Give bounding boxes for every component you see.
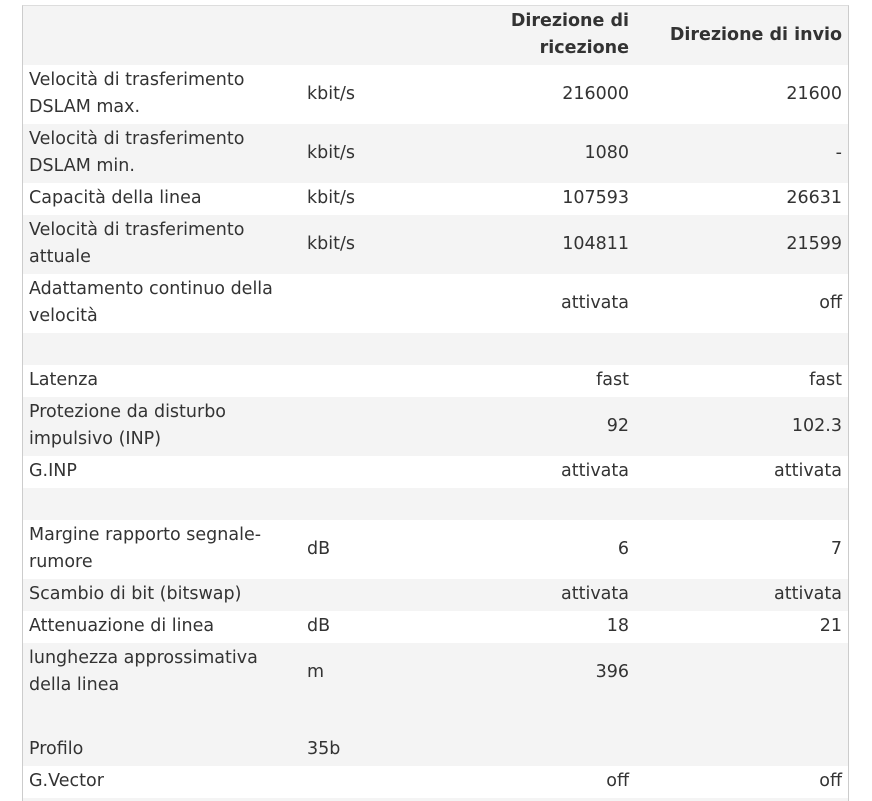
rx-cell: attivata: [437, 579, 635, 611]
tx-cell: 21: [819, 616, 842, 636]
label-cell: Velocità di trasferimento DSLAM min.: [23, 124, 301, 183]
label-cell: Protezione da disturbo impulsivo (INP): [23, 397, 301, 456]
rx-cell: 104811: [437, 215, 635, 274]
empty-cell: [23, 702, 301, 734]
unit-cell: kbit/s: [307, 83, 355, 104]
spacer-row: [23, 488, 848, 520]
line-stats-table: Direzione di ricezione Direzione di invio…: [23, 6, 848, 801]
unit-cell: [301, 274, 437, 333]
label-cell: Latenza: [29, 370, 99, 390]
table-row: Attenuazione di linea dB 18 21: [23, 611, 848, 643]
label-cell: Velocità di trasferimento DSLAM max.: [29, 70, 245, 117]
table-row: Scambio di bit (bitswap) attivata attivata: [23, 579, 848, 611]
rx-cell: 6: [617, 538, 629, 559]
header-cell: Direzione di invio: [635, 6, 848, 65]
tx-cell: [635, 643, 848, 702]
table-row: G.INP attivata attivata: [23, 456, 848, 488]
label-cell: Profilo: [23, 734, 301, 766]
table-body: Velocità di trasferimento DSLAM max. kbit…: [23, 65, 848, 801]
label-cell: Velocità di trasferimento attuale: [23, 215, 301, 274]
tx-cell: [635, 734, 848, 766]
label-cell: Margine rapporto segnale-rumore: [29, 525, 262, 572]
label-cell: Adattamento continuo della velocità: [29, 279, 273, 326]
header-cell: Direzione di ricezione: [437, 6, 635, 65]
unit-cell: dB: [307, 538, 331, 559]
empty-cell: [635, 333, 848, 365]
unit-cell: [301, 365, 437, 397]
label-cell: Capacità della linea: [29, 188, 202, 208]
empty-cell: [301, 488, 437, 520]
unit-cell: [301, 766, 437, 798]
table-row: Velocità di trasferimento DSLAM max. kbit…: [23, 65, 848, 124]
unit-cell: [301, 456, 437, 488]
unit-cell: [301, 397, 437, 456]
label-cell: Scambio di bit (bitswap): [23, 579, 301, 611]
empty-cell: [301, 702, 437, 734]
rx-cell: 1080: [437, 124, 635, 183]
rx-cell: attivata: [561, 461, 629, 481]
table-row: Protezione da disturbo impulsivo (INP) 92…: [23, 397, 848, 456]
table-container: Direzione di ricezione Direzione di invio…: [22, 5, 849, 801]
label-cell: G.INP: [29, 461, 77, 481]
unit-cell: dB: [307, 616, 331, 636]
rx-cell: [437, 734, 635, 766]
empty-cell: [437, 488, 635, 520]
tx-cell: 26631: [786, 188, 842, 208]
empty-cell: [635, 702, 848, 734]
unit-cell: 35b: [301, 734, 437, 766]
header-row: Direzione di ricezione Direzione di invio: [23, 6, 848, 65]
header-cell: [23, 6, 301, 65]
label-cell: Attenuazione di linea: [29, 616, 215, 636]
spacer-row: [23, 702, 848, 734]
rx-cell: 18: [606, 616, 629, 636]
empty-cell: [23, 488, 301, 520]
table-row: G.Vector off off: [23, 766, 848, 798]
table-row: Profilo 35b: [23, 734, 848, 766]
unit-cell: m: [301, 643, 437, 702]
tx-cell: 21600: [786, 83, 842, 104]
tx-cell: off: [819, 771, 842, 791]
unit-cell: kbit/s: [301, 124, 437, 183]
rx-cell: 216000: [562, 83, 629, 104]
rx-cell: 107593: [562, 188, 629, 208]
empty-cell: [437, 702, 635, 734]
table-row: Adattamento continuo della velocità attiv…: [23, 274, 848, 333]
empty-cell: [635, 488, 848, 520]
rx-cell: 92: [437, 397, 635, 456]
rx-cell: fast: [596, 370, 629, 390]
rx-cell: attivata: [561, 292, 629, 313]
table-row: Velocità di trasferimento DSLAM min. kbit…: [23, 124, 848, 183]
table-row: Latenza fast fast: [23, 365, 848, 397]
label-cell: lunghezza approssimativa della linea: [23, 643, 301, 702]
empty-cell: [437, 333, 635, 365]
table-row: Margine rapporto segnale-rumore dB 6 7: [23, 520, 848, 579]
table-row: lunghezza approssimativa della linea m 396: [23, 643, 848, 702]
tx-cell: attivata: [635, 579, 848, 611]
empty-cell: [301, 333, 437, 365]
empty-cell: [23, 333, 301, 365]
tx-cell: off: [819, 292, 842, 313]
tx-cell: 7: [830, 538, 842, 559]
tx-cell: 102.3: [635, 397, 848, 456]
unit-cell: kbit/s: [307, 188, 355, 208]
tx-cell: -: [635, 124, 848, 183]
rx-cell: 396: [437, 643, 635, 702]
unit-cell: [301, 579, 437, 611]
header-cell: [301, 6, 437, 65]
tx-cell: fast: [809, 370, 842, 390]
table-row: Velocità di trasferimento attuale kbit/s 1…: [23, 215, 848, 274]
table-row: Capacità della linea kbit/s 107593 26631: [23, 183, 848, 215]
label-cell: G.Vector: [29, 771, 104, 791]
tx-cell: 21599: [635, 215, 848, 274]
unit-cell: kbit/s: [301, 215, 437, 274]
spacer-row: [23, 333, 848, 365]
tx-cell: attivata: [774, 461, 842, 481]
rx-cell: off: [606, 771, 629, 791]
